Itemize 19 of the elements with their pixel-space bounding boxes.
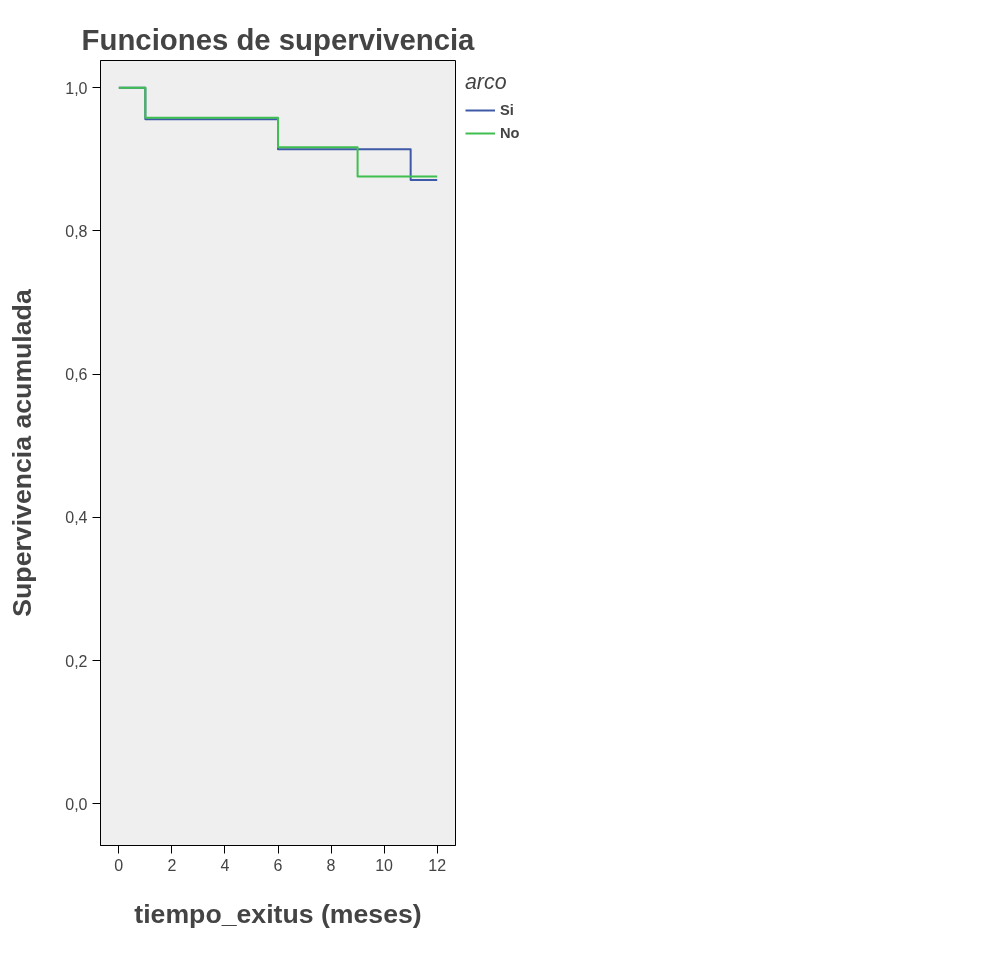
y-tick-label: 0,2 — [65, 652, 88, 670]
x-tick-label: 2 — [167, 856, 177, 874]
x-tick-label: 6 — [273, 856, 283, 874]
y-tick-label: 0,8 — [65, 222, 88, 240]
legend-title: arco — [465, 70, 508, 95]
y-tick-label: 1,0 — [65, 79, 88, 97]
chart-title: Funciones de supervivencia — [81, 22, 476, 56]
x-axis-title: tiempo_exitus (meses) — [134, 898, 422, 929]
legend-label: No — [500, 125, 520, 141]
legend-label: Si — [500, 102, 515, 118]
y-axis-title: Supervivencia acumulada — [7, 289, 38, 617]
x-tick-label: 8 — [326, 856, 336, 874]
x-tick-label: 0 — [114, 856, 124, 874]
x-tick-label: 4 — [220, 856, 230, 874]
y-tick-label: 0,0 — [65, 795, 88, 813]
x-tick-label: 12 — [428, 856, 447, 874]
y-tick-label: 0,4 — [65, 509, 88, 527]
y-tick-label: 0,6 — [65, 366, 88, 384]
x-tick-label: 10 — [375, 856, 394, 874]
